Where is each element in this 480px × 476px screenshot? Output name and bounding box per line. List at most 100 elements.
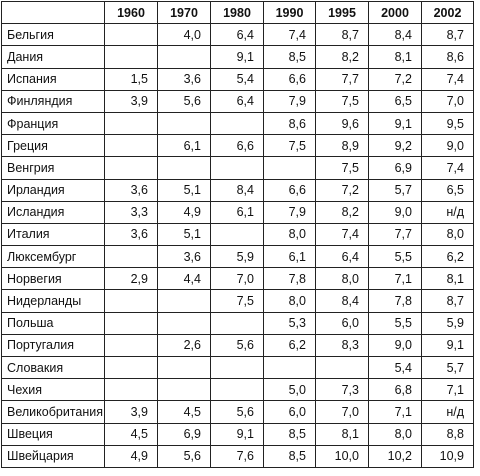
header-row: 1960 1970 1980 1990 1995 2000 2002 [1, 0, 474, 25]
year-header-1970: 1970 [157, 0, 211, 25]
value-cell [104, 111, 158, 136]
value-cell: 5,5 [368, 311, 422, 335]
value-cell [263, 156, 316, 180]
value-cell: 9,0 [368, 333, 422, 358]
value-cell: 5,1 [157, 222, 211, 247]
value-cell: 7,3 [315, 378, 369, 402]
value-cell: 6,6 [263, 178, 316, 202]
table-row: Польша 5,3 6,0 5,5 5,9 [1, 311, 474, 335]
table-row: Нидерланды 7,5 8,0 8,4 7,8 8,7 [1, 289, 474, 313]
value-cell: 8,4 [210, 178, 264, 202]
value-cell: 6,8 [368, 378, 422, 402]
table-row: Швеция 4,5 6,9 9,1 8,5 8,1 8,0 8,8 [1, 422, 474, 446]
value-cell: 3,3 [104, 200, 158, 224]
value-cell: 9,1 [210, 422, 264, 446]
value-cell [104, 311, 158, 335]
value-cell: 5,0 [263, 378, 316, 402]
header-corner-cell [1, 0, 105, 25]
value-cell: 7,8 [263, 267, 316, 291]
value-cell: 8,9 [315, 134, 369, 158]
value-cell: 5,9 [210, 245, 264, 269]
value-cell [210, 156, 264, 180]
country-cell: Дания [1, 45, 105, 69]
value-cell: 3,6 [157, 245, 211, 269]
table-row: Португалия 2,6 5,6 6,2 8,3 9,0 9,1 [1, 333, 474, 358]
value-cell: 9,2 [368, 134, 422, 158]
value-cell: 6,6 [210, 134, 264, 158]
country-cell: Венгрия [1, 156, 105, 180]
value-cell: 7,4 [421, 156, 474, 180]
country-cell: Польша [1, 311, 105, 335]
data-table: 1960 1970 1980 1990 1995 2000 2002 Бельгия 4,0 6… [1, 0, 474, 468]
table-row: Чехия 5,0 7,3 6,8 7,1 [1, 378, 474, 402]
value-cell [104, 23, 158, 47]
value-cell [104, 156, 158, 180]
value-cell: 6,0 [263, 400, 316, 424]
value-cell [315, 355, 369, 380]
value-cell [104, 333, 158, 358]
value-cell: 8,3 [315, 333, 369, 358]
value-cell: 8,1 [421, 267, 474, 291]
value-cell: 8,5 [263, 422, 316, 446]
value-cell [210, 222, 264, 247]
value-cell: 7,1 [421, 378, 474, 402]
table-row: Франция 8,6 9,6 9,1 9,5 [1, 111, 474, 136]
value-cell: 9,1 [210, 45, 264, 69]
value-cell [157, 311, 211, 335]
value-cell: 6,0 [315, 311, 369, 335]
value-cell: 5,9 [421, 311, 474, 335]
value-cell: 5,6 [210, 333, 264, 358]
country-cell: Ирландия [1, 178, 105, 202]
value-cell: 5,6 [210, 400, 264, 424]
value-cell: 7,4 [421, 67, 474, 91]
value-cell [210, 378, 264, 402]
value-cell: 10,2 [368, 444, 422, 468]
table-row: Дания 9,1 8,5 8,2 8,1 8,6 [1, 45, 474, 69]
table-row: Люксембург 3,6 5,9 6,1 6,4 5,5 6,2 [1, 245, 474, 269]
table-row: Исландия 3,3 4,9 6,1 7,9 8,2 9,0 н/д [1, 200, 474, 224]
year-header-1960: 1960 [104, 0, 158, 25]
value-cell [157, 111, 211, 136]
value-cell: 9,5 [421, 111, 474, 136]
year-header-2000: 2000 [368, 0, 422, 25]
table-row: Ирландия 3,6 5,1 8,4 6,6 7,2 5,7 6,5 [1, 178, 474, 202]
value-cell: 7,1 [368, 400, 422, 424]
country-cell: Великобритания [1, 400, 105, 424]
country-cell: Чехия [1, 378, 105, 402]
value-cell: 5,7 [421, 355, 474, 380]
value-cell: 3,9 [104, 400, 158, 424]
value-cell: 6,2 [263, 333, 316, 358]
value-cell: 8,8 [421, 422, 474, 446]
value-cell: 8,5 [263, 444, 316, 468]
value-cell: 7,7 [368, 222, 422, 247]
country-cell: Португалия [1, 333, 105, 358]
value-cell: 7,9 [263, 200, 316, 224]
table-row: Норвегия 2,9 4,4 7,0 7,8 8,0 7,1 8,1 [1, 267, 474, 291]
table-row: Бельгия 4,0 6,4 7,4 8,7 8,4 8,7 [1, 23, 474, 47]
value-cell [157, 355, 211, 380]
value-cell: 5,4 [210, 67, 264, 91]
country-cell: Греция [1, 134, 105, 158]
value-cell: 1,5 [104, 67, 158, 91]
table-row: Греция 6,1 6,6 7,5 8,9 9,2 9,0 [1, 134, 474, 158]
value-cell: 3,6 [157, 67, 211, 91]
value-cell [157, 289, 211, 313]
value-cell: н/д [421, 400, 474, 424]
value-cell: 8,5 [263, 45, 316, 69]
value-cell: 5,6 [157, 444, 211, 468]
value-cell: 7,5 [315, 89, 369, 113]
value-cell: 8,0 [263, 289, 316, 313]
country-cell: Норвегия [1, 267, 105, 291]
value-cell: 7,2 [368, 67, 422, 91]
value-cell: 7,4 [315, 222, 369, 247]
value-cell: 5,4 [368, 355, 422, 380]
value-cell: 6,1 [263, 245, 316, 269]
value-cell: 3,9 [104, 89, 158, 113]
value-cell: 9,0 [421, 134, 474, 158]
country-cell: Люксембург [1, 245, 105, 269]
value-cell: 8,0 [315, 267, 369, 291]
value-cell: 7,0 [210, 267, 264, 291]
value-cell [104, 45, 158, 69]
value-cell: 7,7 [315, 67, 369, 91]
country-cell: Словакия [1, 355, 105, 380]
